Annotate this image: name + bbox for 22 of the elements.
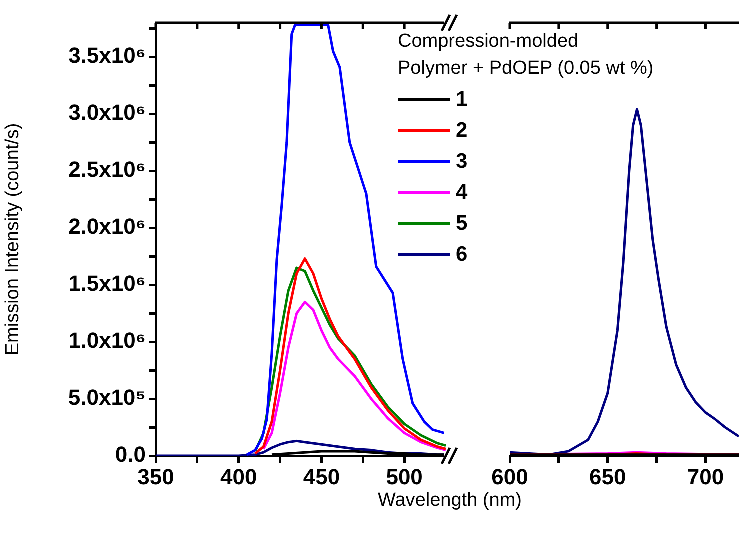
- x-tick-label: 450: [303, 464, 340, 490]
- legend-label: 5: [456, 212, 468, 236]
- x-tick-label: 700: [687, 464, 724, 490]
- x-tick-label: 600: [492, 464, 528, 490]
- legend-title: Compression-molded Polymer + PdOEP (0.05 wt %): [398, 30, 654, 81]
- x-tick-label: 400: [220, 464, 258, 490]
- y-tick-label: 2.0x10⁶: [68, 214, 146, 240]
- x-tick-label: 500: [386, 464, 423, 490]
- x-tick-label: 650: [590, 464, 626, 490]
- legend-label: 3: [456, 150, 468, 174]
- legend-label: 4: [456, 180, 468, 204]
- x-axis-title: Wavelength (nm): [377, 490, 523, 512]
- y-axis-title: Emission Intensity (count/s): [2, 123, 24, 356]
- legend-label: 6: [456, 242, 468, 266]
- y-tick-label: 1.5x10⁶: [68, 271, 146, 296]
- legend-label: 2: [456, 118, 468, 142]
- y-tick-label: 3.5x10⁶: [68, 43, 146, 68]
- y-tick-label: 1.0x10⁶: [68, 328, 146, 354]
- legend-label: 1: [456, 88, 468, 112]
- y-tick-label: 5.0x10⁵: [68, 385, 146, 410]
- y-tick-label: 3.0x10⁶: [68, 100, 146, 126]
- y-tick-label: 2.5x10⁶: [68, 157, 146, 182]
